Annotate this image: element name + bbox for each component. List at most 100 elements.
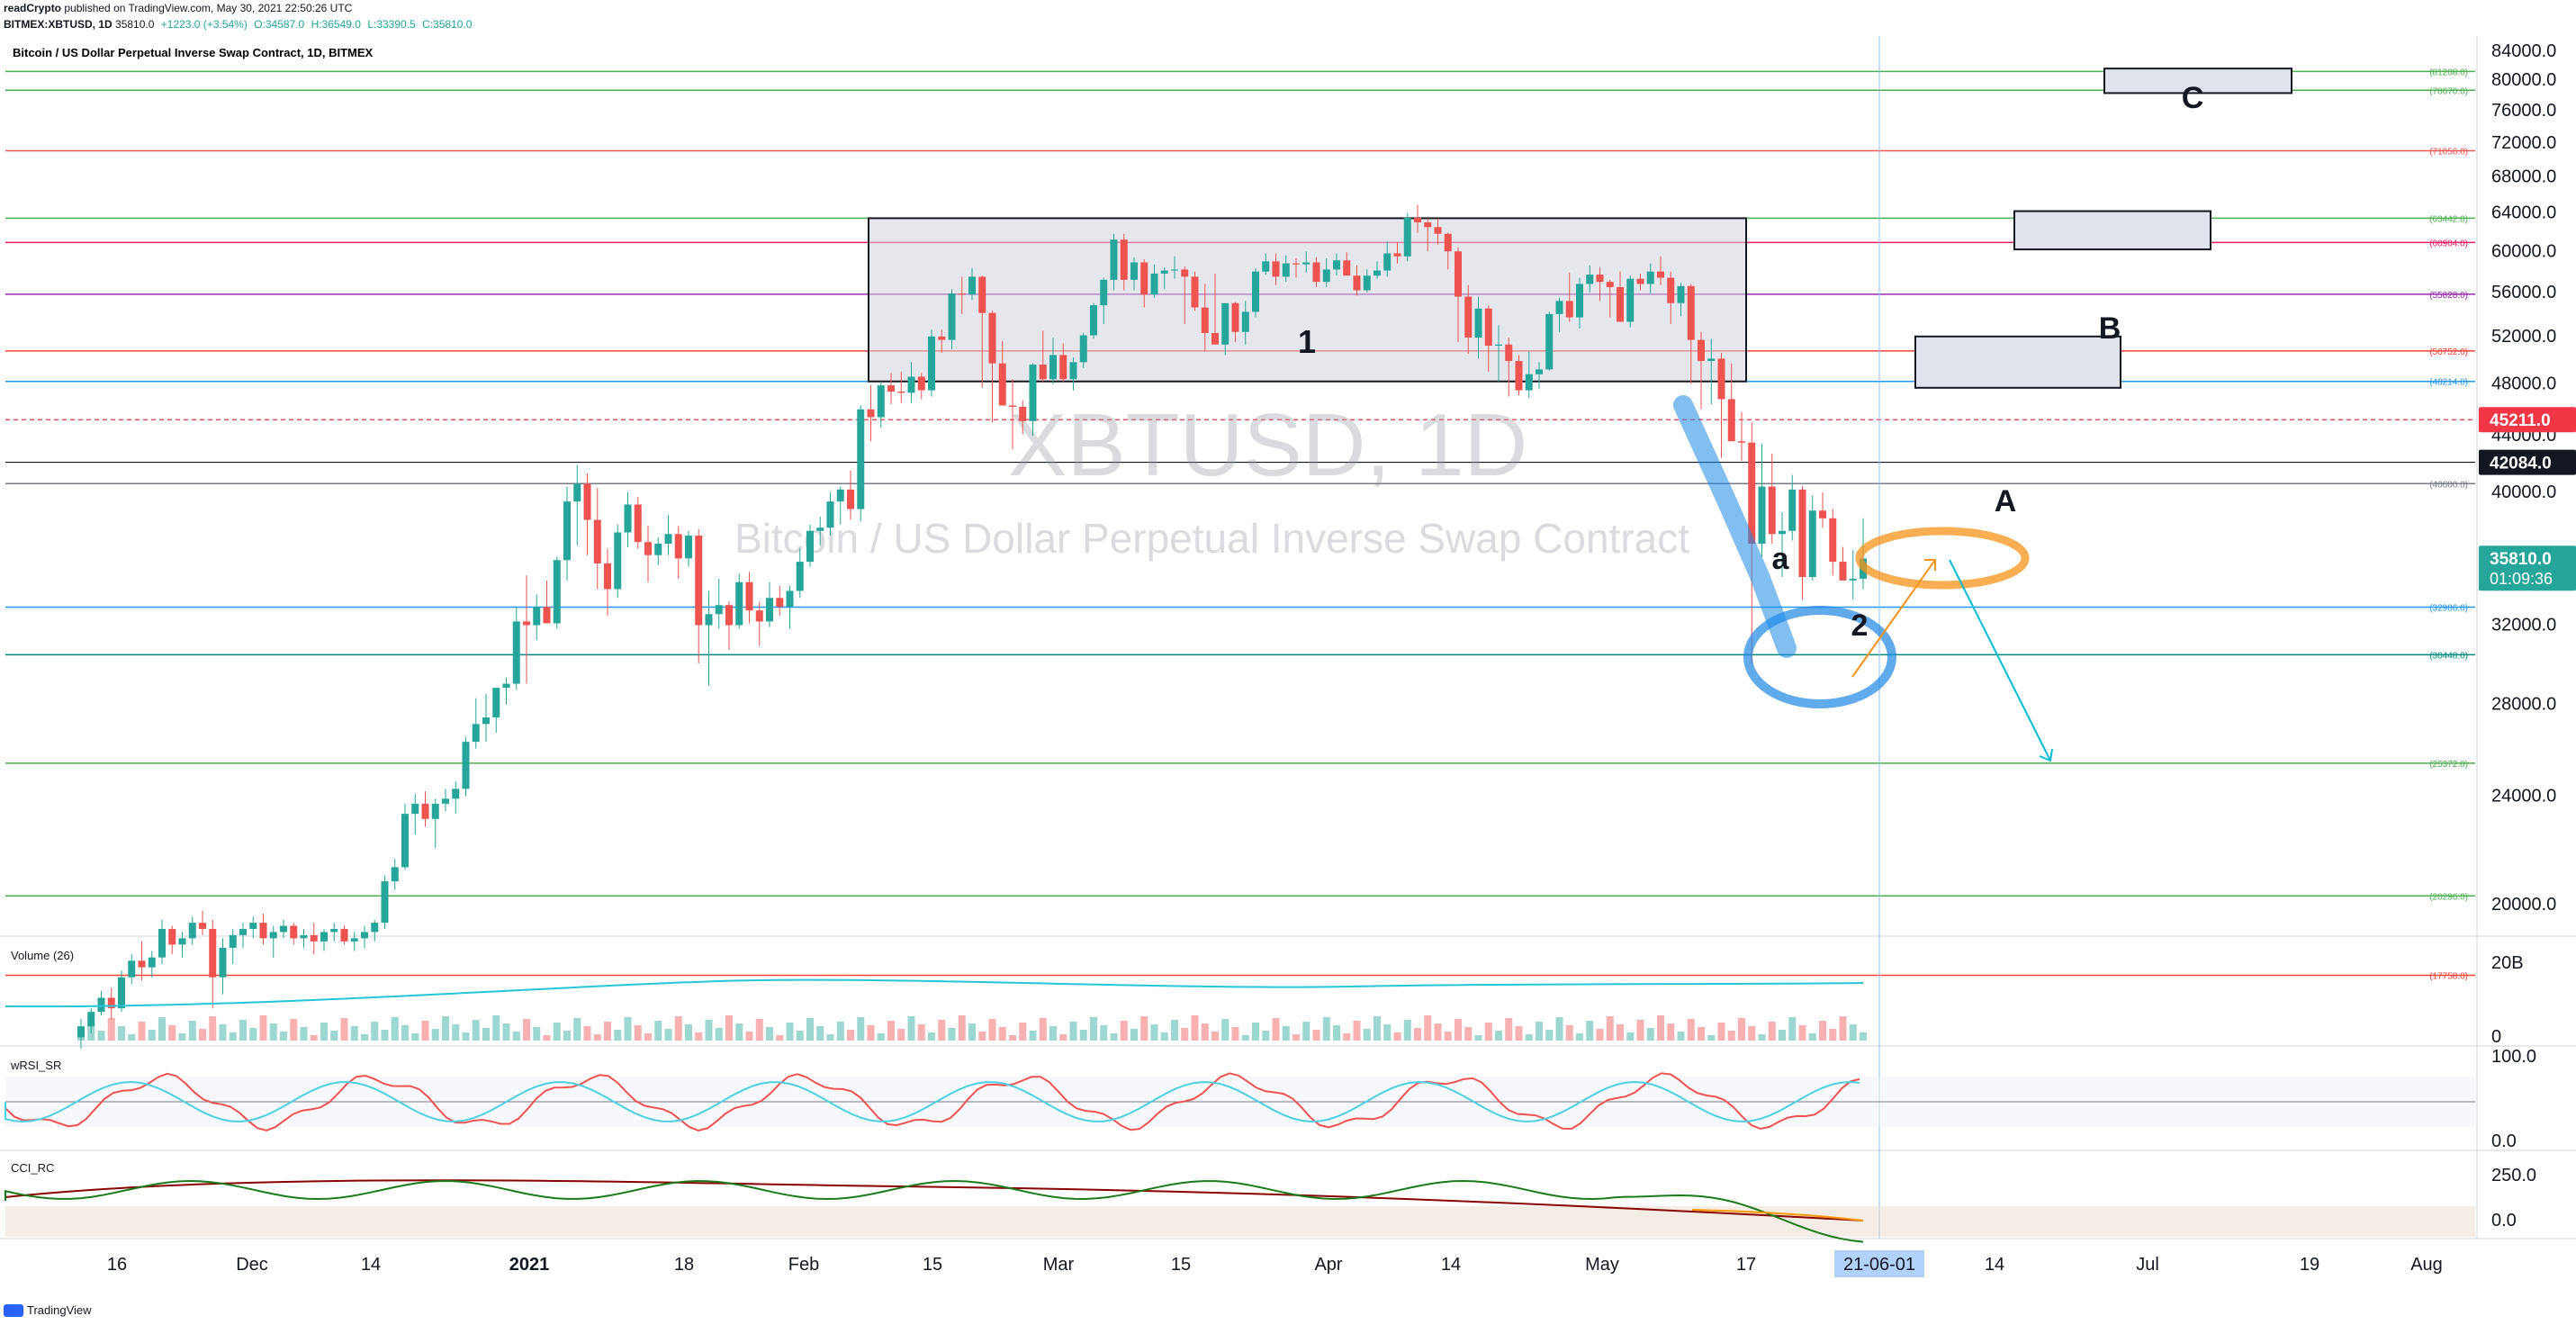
candle-body <box>411 803 419 815</box>
level-label: (63442.0) <box>2429 214 2468 224</box>
volume-bar <box>1606 1016 1614 1041</box>
candle-body <box>1788 489 1797 531</box>
candle-body <box>340 928 348 942</box>
x-tick-label: 15 <box>923 1255 942 1275</box>
candle-body <box>97 997 105 1013</box>
volume-bar <box>543 1035 551 1041</box>
volume-bar <box>1322 1017 1330 1041</box>
level-label: (30448.0) <box>2429 651 2468 661</box>
y-tick-label: 72000.0 <box>2491 133 2556 153</box>
y-tick-label: 68000.0 <box>2491 167 2556 187</box>
volume-bar <box>523 1019 530 1041</box>
volume-bar <box>847 1030 854 1041</box>
resistance-circle <box>1855 527 2030 590</box>
candle-body <box>1717 358 1725 400</box>
footer: TradingView <box>4 1303 92 1317</box>
candle-body <box>1211 333 1219 345</box>
cci-line <box>5 1179 1864 1243</box>
volume-bar <box>1221 1019 1229 1041</box>
candle-body <box>1049 355 1057 380</box>
volume-bar <box>239 1020 247 1041</box>
candle-body <box>1090 305 1097 336</box>
x-tick-label: 14 <box>1985 1255 2004 1275</box>
volume-bar <box>674 1016 682 1041</box>
volume-bar <box>431 1029 439 1041</box>
candle-body <box>1160 270 1168 274</box>
candle-body <box>431 803 439 819</box>
x-tick-label: 15 <box>1171 1255 1191 1275</box>
watermark-ticker: XBTUSD, 1D <box>1008 395 1527 494</box>
volume-bar <box>755 1019 763 1041</box>
y-tick-label: 52000.0 <box>2491 327 2556 347</box>
volume-bar <box>1727 1031 1735 1041</box>
volume-bar <box>553 1023 561 1041</box>
candle-body <box>1727 399 1735 442</box>
volume-bar <box>1059 1034 1067 1041</box>
volume-bar <box>806 1018 814 1041</box>
volume-bar <box>411 1033 419 1041</box>
x-tick-label: 18 <box>674 1255 694 1275</box>
volume-bar <box>1393 1032 1401 1041</box>
candle-body <box>1464 296 1473 338</box>
y-tick-label: 24000.0 <box>2491 787 2556 807</box>
volume-bar <box>1617 1024 1624 1041</box>
volume-bar <box>816 1026 824 1041</box>
volume-bar <box>897 1029 905 1041</box>
candle-body <box>806 530 814 563</box>
candle-body <box>87 1012 95 1027</box>
candle-body <box>1626 278 1635 322</box>
candle-body <box>199 923 206 929</box>
volume-bar <box>826 1034 834 1041</box>
volume-bar <box>1707 1035 1716 1041</box>
candle-body <box>219 947 227 978</box>
volume-bar <box>1110 1033 1118 1041</box>
candle-body <box>604 563 611 590</box>
candle-body <box>553 560 561 624</box>
volume-bar <box>128 1034 136 1041</box>
candle-body <box>1414 217 1421 223</box>
indicator-label: Volume (26) <box>11 949 74 962</box>
volume-bar <box>1525 1034 1533 1041</box>
candle-body <box>1343 260 1351 276</box>
candle-body <box>1617 286 1624 322</box>
volume-bar <box>1201 1023 1209 1041</box>
x-tick-label: May <box>1585 1255 1619 1275</box>
price-change: +1223.0 (+3.54%) <box>160 18 248 31</box>
level-label: (55828.0) <box>2429 291 2468 301</box>
volume-bar <box>1039 1018 1047 1041</box>
indicator-tick-label: 0.0 <box>2491 1131 2517 1151</box>
volume-bar <box>1363 1029 1371 1041</box>
candle-body <box>1748 442 1756 544</box>
volume-bar <box>421 1021 429 1041</box>
candle-body <box>138 960 146 968</box>
candle-body <box>249 923 257 929</box>
volume-bar <box>391 1017 399 1041</box>
candle-body <box>563 501 571 561</box>
volume-bar <box>1455 1019 1462 1041</box>
candle-body <box>290 925 298 939</box>
volume-bar <box>1576 1033 1583 1041</box>
candle-body <box>715 605 723 615</box>
last-price: 35810.0 <box>115 18 155 31</box>
price-badge-label: 45211.0 <box>2490 411 2551 430</box>
volume-bar <box>1536 1022 1543 1041</box>
volume-bar <box>482 1028 490 1041</box>
volume-bar <box>107 1018 115 1041</box>
volume-bar <box>695 1032 703 1041</box>
candle-body <box>1120 239 1128 280</box>
volume-bar <box>1829 1029 1837 1041</box>
candle-body <box>958 293 966 295</box>
candle-body <box>1779 530 1786 535</box>
volume-bar <box>1079 1030 1087 1041</box>
candle-body <box>928 336 935 391</box>
volume-bar <box>1293 1034 1300 1041</box>
candle-body <box>816 527 824 531</box>
volume-bar <box>219 1024 227 1041</box>
open-value: O:34587.0 <box>254 18 305 31</box>
volume-bar <box>654 1021 662 1041</box>
candle-body <box>1738 441 1745 443</box>
x-tick-highlight <box>1834 1250 1924 1277</box>
y-tick-label: 84000.0 <box>2491 41 2556 61</box>
volume-bar <box>968 1023 976 1041</box>
